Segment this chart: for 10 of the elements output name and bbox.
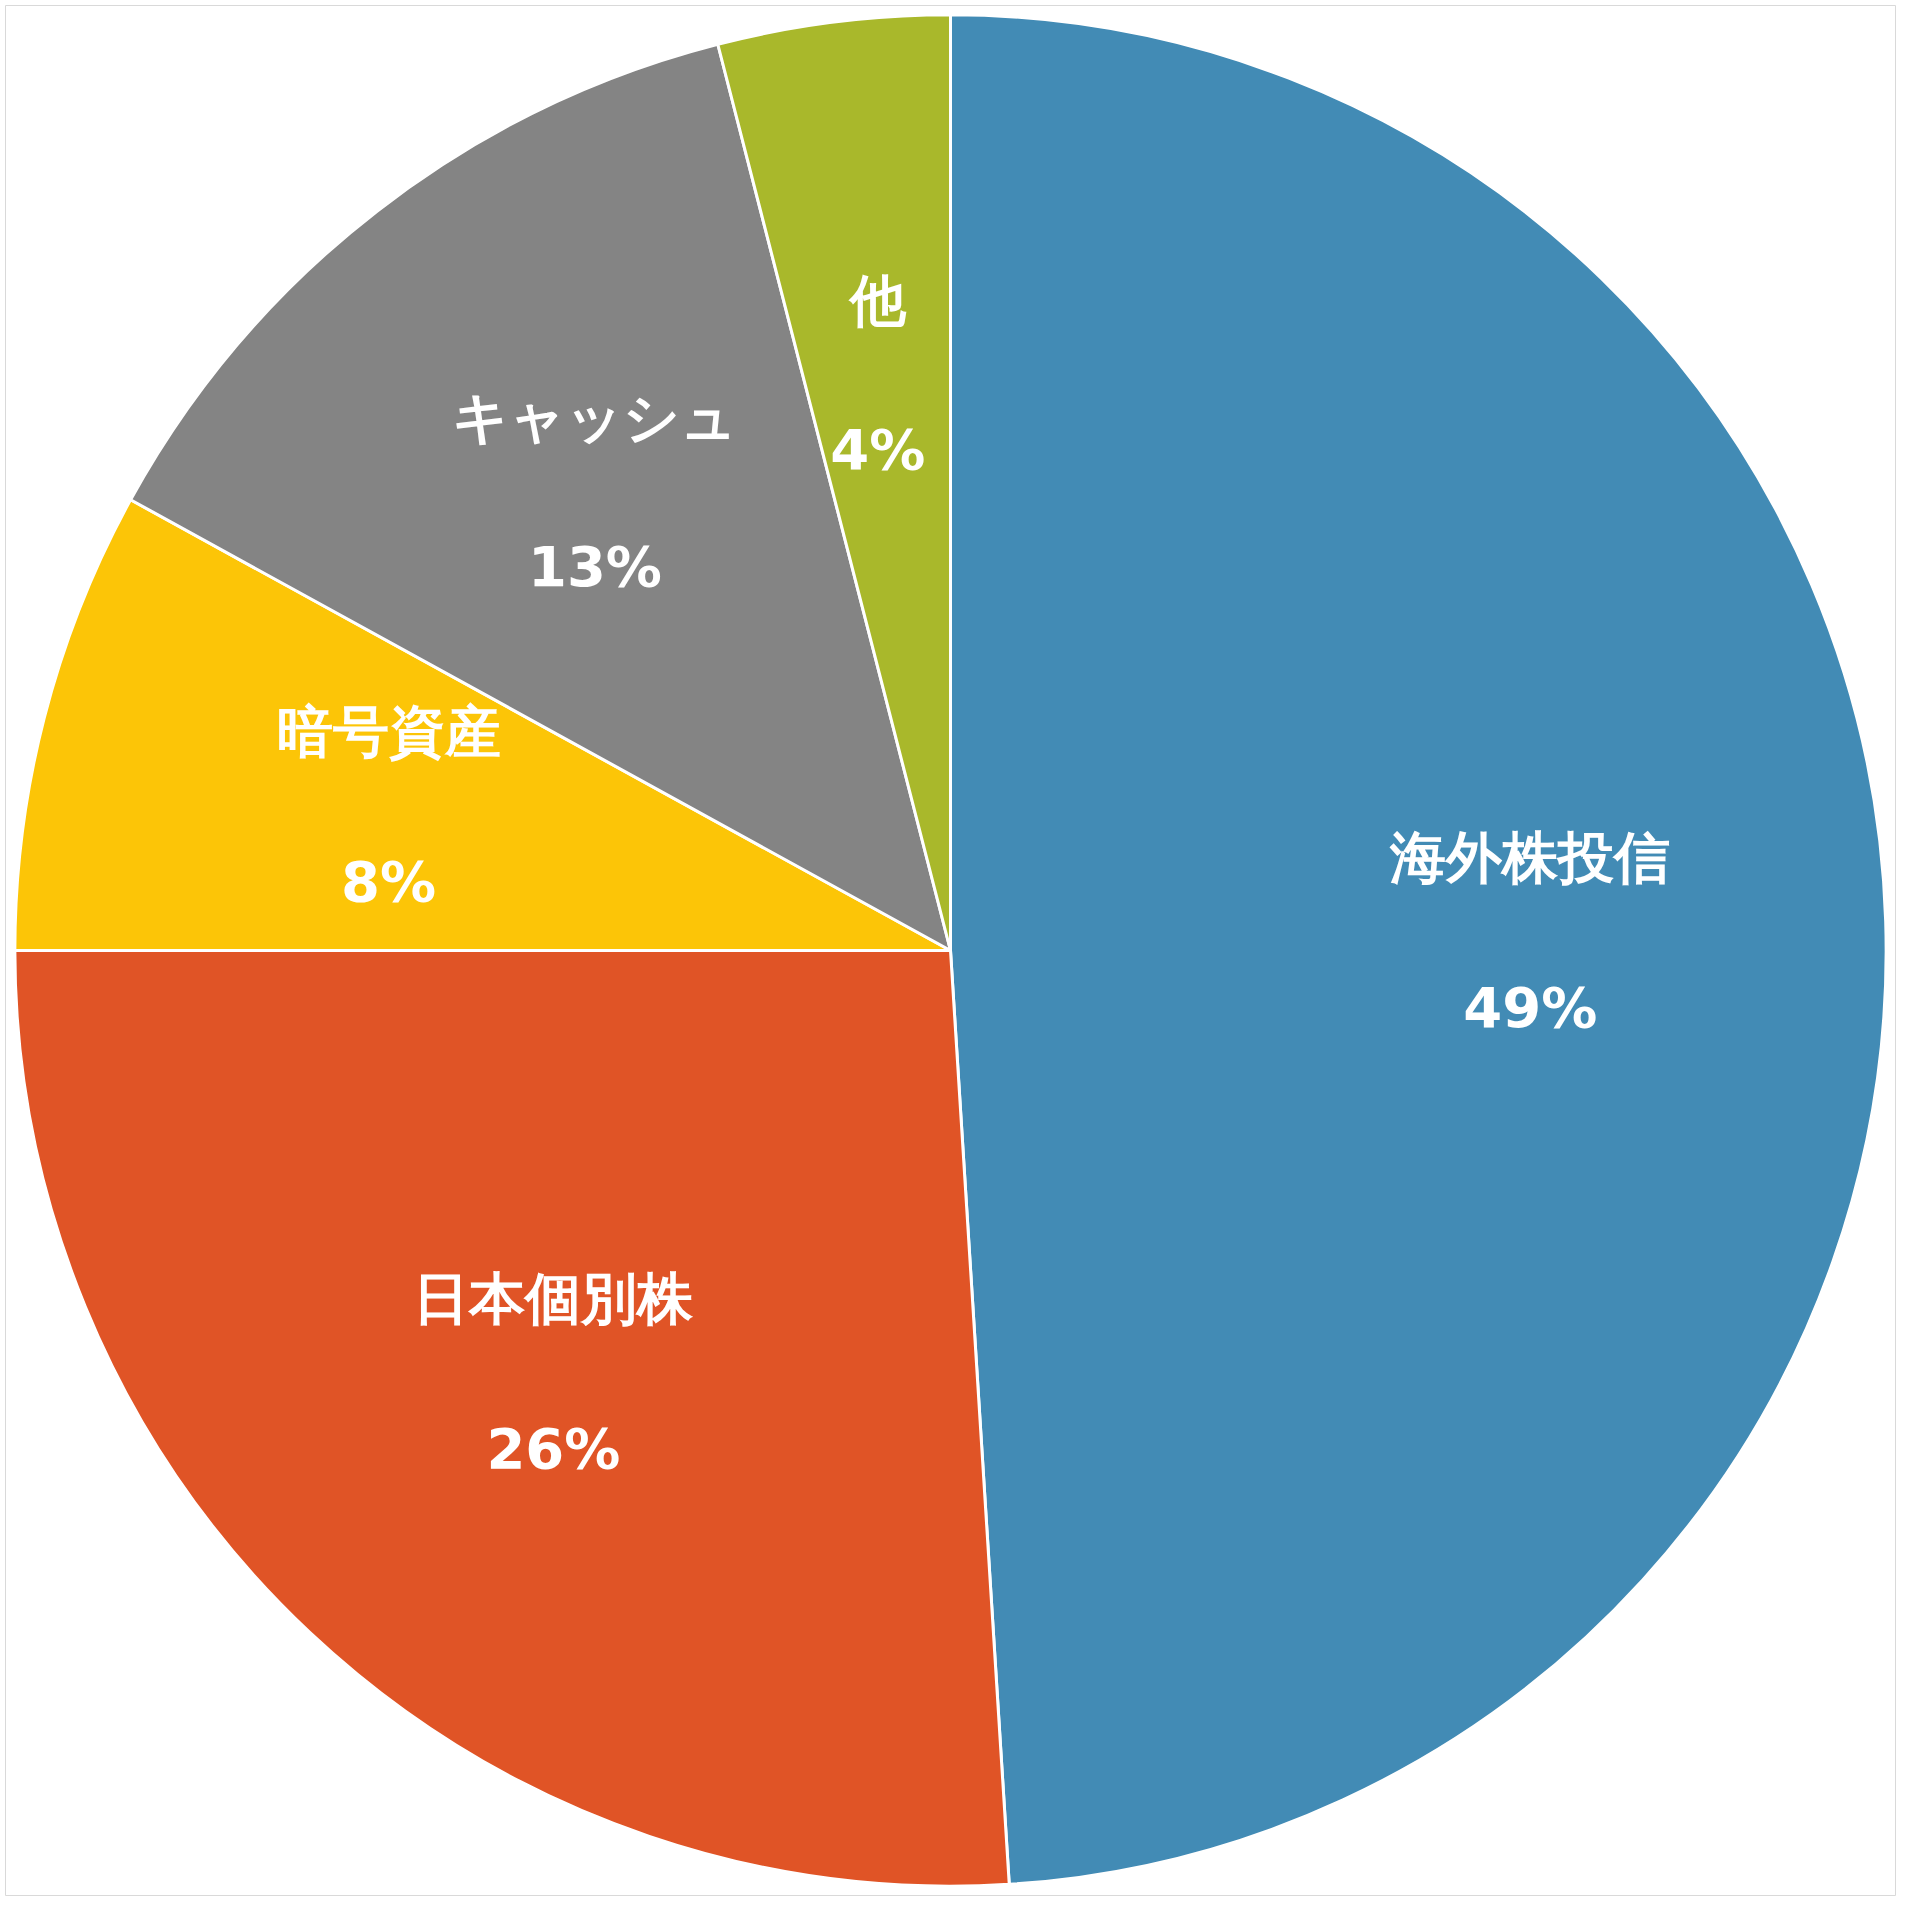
data-label: 26% xyxy=(486,1415,621,1481)
slice-label: 暗号資産 xyxy=(276,698,501,764)
data-label: 8% xyxy=(341,848,437,914)
slice-label: 海外株投信 xyxy=(1389,824,1671,890)
data-label: 49% xyxy=(1463,974,1598,1040)
slice-label: 他 xyxy=(847,267,907,333)
slice-label: 日本個別株 xyxy=(413,1266,695,1332)
data-label: 13% xyxy=(527,534,662,600)
data-label: 4% xyxy=(830,417,926,483)
slice-label: キャッシュ xyxy=(452,384,738,450)
